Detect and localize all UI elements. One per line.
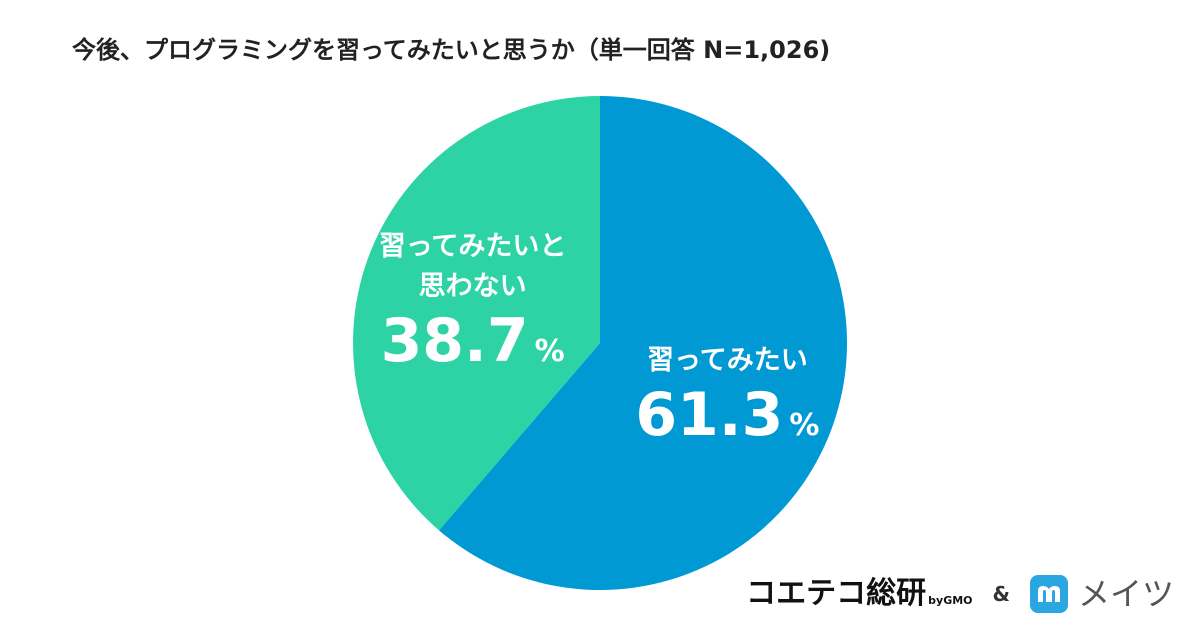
slice-label-1-1: 思わない (419, 271, 527, 302)
slice-value-0: 61.3% (635, 380, 819, 450)
kotekoto-logo: コエテコ総研 byGMO (746, 579, 972, 609)
brand-sub-text: byGMO (928, 594, 973, 607)
ampersand: & (992, 582, 1010, 606)
m-logo-icon (1029, 575, 1068, 613)
meitsu-logo: メイツ (1029, 575, 1174, 613)
slice-label-0-0: 習ってみたい (647, 345, 808, 376)
pie-slice-1 (353, 96, 600, 531)
brand-main-text: コエテコ総研 (746, 576, 927, 611)
slice-value-1: 38.7% (381, 306, 565, 376)
slice-label-1-0: 習ってみたいと (379, 231, 567, 262)
footer-logos: コエテコ総研 byGMO & メイツ (746, 574, 1174, 614)
pie-slice-0 (438, 96, 848, 591)
partner-name: メイツ (1077, 575, 1174, 613)
chart-title: 今後、プログラミングを習ってみたいと思うか（単一回答 N=1,026) (72, 36, 831, 64)
